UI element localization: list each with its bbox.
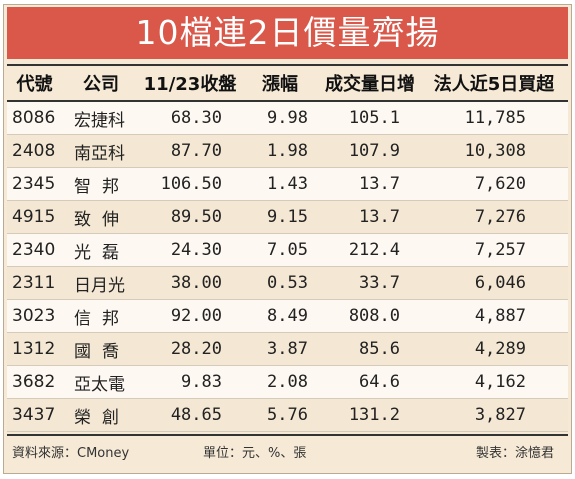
table-row: 2311 日月光 38.00 0.53 33.7 6,046 [7,267,568,300]
cell-change: 1.98 [267,141,308,161]
cell-close: 92.00 [170,306,222,326]
cell-change: 2.08 [267,372,308,392]
cell-name: 南亞科 [74,143,125,164]
cell-volume: 131.2 [348,405,400,425]
cell-name: 亞太電 [74,374,125,395]
cell-volume: 33.7 [359,273,400,293]
cell-name: 宏捷科 [74,110,125,131]
cell-change: 0.53 [267,273,308,293]
cell-institutional: 7,276 [474,207,526,227]
cell-code: 3023 [12,306,56,326]
cell-code: 8086 [12,108,56,128]
cell-volume: 13.7 [359,174,400,194]
header-change: 漲幅 [262,74,298,95]
cell-close: 68.30 [170,108,222,128]
table-row: 4915 致伸 89.50 9.15 13.7 7,276 [7,201,568,234]
cell-change: 1.43 [267,174,308,194]
table-footer: 資料來源：CMoney 單位：元、%、張 製表：涂憶君 [7,434,568,464]
cell-institutional: 4,162 [474,372,526,392]
cell-close: 24.30 [170,240,222,260]
table-row: 2408 南亞科 87.70 1.98 107.9 10,308 [7,135,568,168]
table-row: 3682 亞太電 9.83 2.08 64.6 4,162 [7,366,568,399]
cell-volume: 105.1 [348,108,400,128]
cell-volume: 212.4 [348,240,400,260]
table-row: 2345 智邦 106.50 1.43 13.7 7,620 [7,168,568,201]
cell-institutional: 4,887 [474,306,526,326]
cell-change: 3.87 [267,339,308,359]
cell-code: 2408 [12,141,56,161]
cell-code: 2311 [12,273,56,293]
cell-change: 8.49 [267,306,308,326]
cell-close: 38.00 [170,273,222,293]
cell-institutional: 7,257 [474,240,526,260]
cell-name: 光磊 [74,242,130,263]
cell-institutional: 7,620 [474,174,526,194]
cell-close: 28.20 [170,339,222,359]
table-row: 2340 光磊 24.30 7.05 212.4 7,257 [7,234,568,267]
cell-close: 89.50 [170,207,222,227]
cell-change: 9.98 [267,108,308,128]
cell-name: 智邦 [74,176,130,197]
cell-close: 48.65 [170,405,222,425]
cell-close: 87.70 [170,141,222,161]
cell-institutional: 6,046 [474,273,526,293]
cell-close: 9.83 [181,372,222,392]
cell-code: 1312 [12,339,56,359]
table-row: 8086 宏捷科 68.30 9.98 105.1 11,785 [7,102,568,135]
cell-name: 信邦 [74,308,130,329]
cell-volume: 808.0 [348,306,400,326]
footer-unit: 單位：元、%、張 [203,446,307,461]
cell-institutional: 4,289 [474,339,526,359]
table-row: 1312 國喬 28.20 3.87 85.6 4,289 [7,333,568,366]
cell-institutional: 10,308 [464,141,526,161]
cell-institutional: 3,827 [474,405,526,425]
stock-table: 代號 公司 11/23收盤 漲幅 成交量日增 法人近5日買超 8086 宏捷科 68… [7,64,568,432]
cell-institutional: 11,785 [464,108,526,128]
cell-code: 3682 [12,372,56,392]
cell-change: 9.15 [267,207,308,227]
cell-code: 2345 [12,174,56,194]
header-name: 公司 [83,74,119,95]
table-header-row: 代號 公司 11/23收盤 漲幅 成交量日增 法人近5日買超 [7,64,568,102]
cell-code: 4915 [12,207,56,227]
cell-volume: 13.7 [359,207,400,227]
footer-maker: 製表：涂憶君 [475,446,554,461]
header-institutional: 法人近5日買超 [433,74,555,95]
cell-close: 106.50 [160,174,222,194]
cell-volume: 85.6 [359,339,400,359]
header-code: 代號 [16,74,53,95]
table-title: 10檔連2日價量齊揚 [7,7,568,59]
cell-change: 5.76 [267,405,308,425]
cell-name: 國喬 [74,341,130,362]
cell-volume: 64.6 [359,372,400,392]
cell-name: 榮創 [74,407,130,428]
header-close: 11/23收盤 [143,74,237,95]
cell-code: 3437 [12,405,56,425]
table-row: 3023 信邦 92.00 8.49 808.0 4,887 [7,300,568,333]
table-row: 3437 榮創 48.65 5.76 131.2 3,827 [7,399,568,432]
header-volume: 成交量日增 [325,74,415,95]
footer-source: 資料來源：CMoney [12,446,130,461]
cell-code: 2340 [12,240,56,260]
cell-name: 致伸 [74,209,130,230]
cell-name: 日月光 [74,275,125,296]
cell-volume: 107.9 [348,141,400,161]
cell-change: 7.05 [267,240,308,260]
